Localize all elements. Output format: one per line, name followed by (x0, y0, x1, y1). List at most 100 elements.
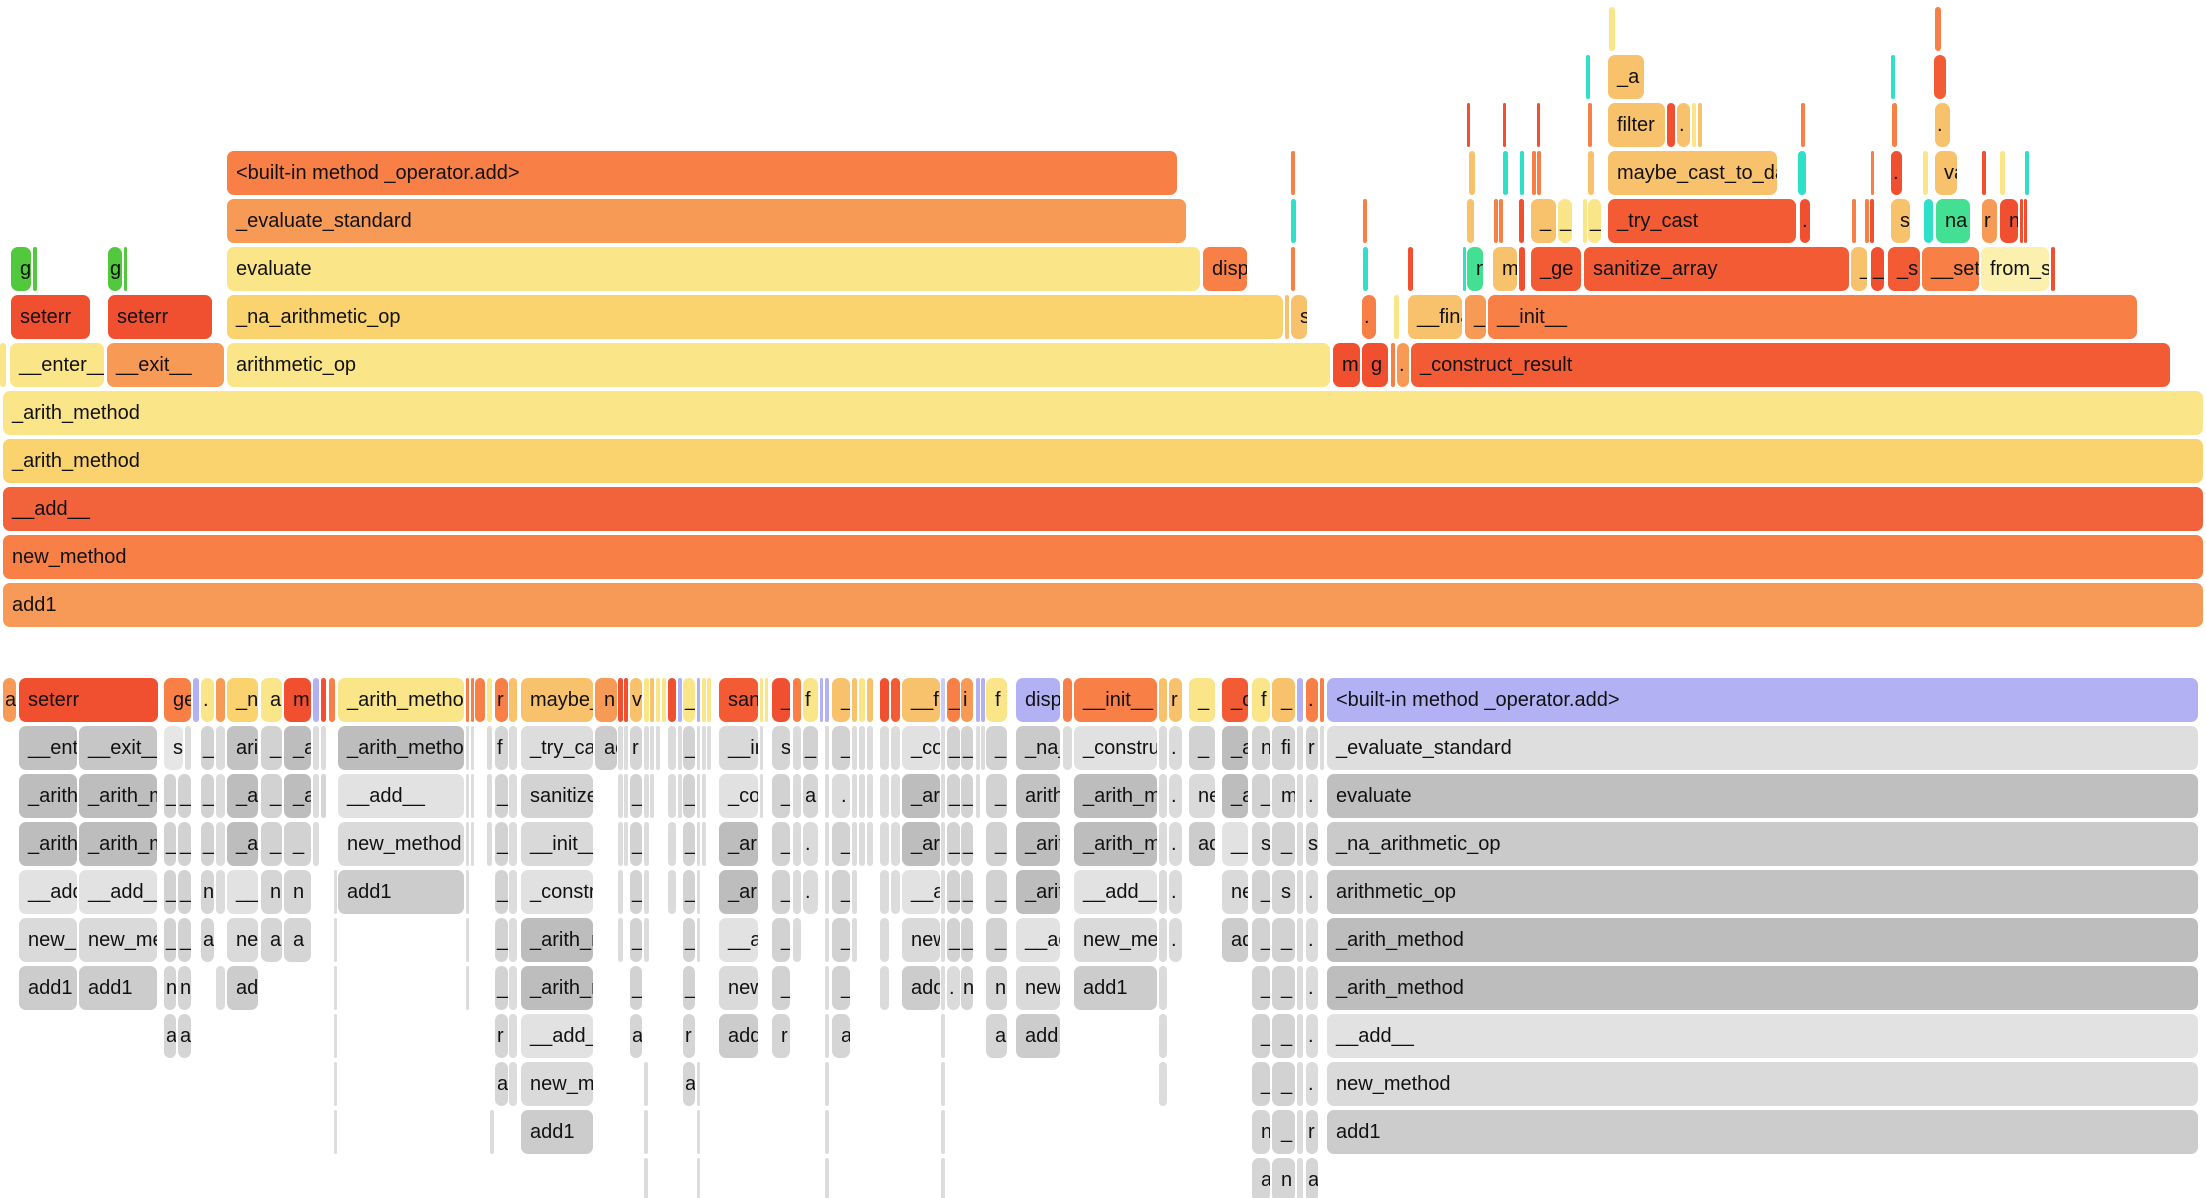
flame-node[interactable]: _arith_method (19, 774, 77, 818)
flame-node[interactable] (825, 870, 829, 914)
flame-node[interactable]: . (1397, 343, 1409, 387)
flame-node[interactable]: _ (1588, 199, 1601, 243)
flame-node[interactable]: s (1252, 822, 1270, 866)
flame-node[interactable] (880, 822, 889, 866)
flame-node[interactable]: _ (261, 774, 282, 818)
flame-node[interactable]: a (630, 1014, 642, 1058)
flame-node[interactable] (334, 1014, 337, 1058)
flame-node[interactable] (321, 678, 326, 722)
flame-node[interactable] (313, 678, 319, 722)
flame-node[interactable] (1935, 7, 1941, 51)
flame-node[interactable]: _na_arithmetic_op (1327, 822, 2198, 866)
flame-node[interactable] (644, 822, 649, 866)
flame-node[interactable] (1463, 247, 1466, 291)
flame-node[interactable] (1870, 199, 1874, 243)
flame-node[interactable]: n (1467, 247, 1483, 291)
flame-node[interactable]: _ (832, 966, 850, 1010)
flame-node[interactable] (697, 1158, 700, 1198)
flame-node[interactable]: sanitize_array (719, 678, 758, 722)
flame-node[interactable]: . (832, 774, 850, 818)
flame-node[interactable]: geterrobj (164, 678, 191, 722)
flame-node[interactable] (644, 870, 649, 914)
flame-node[interactable]: a (284, 918, 311, 962)
flame-node[interactable] (644, 918, 649, 962)
flame-node[interactable] (867, 822, 873, 866)
flame-node[interactable]: __add__ (3, 487, 2203, 531)
flame-node[interactable]: _ (201, 774, 214, 818)
flame-node[interactable] (466, 870, 469, 914)
flame-node[interactable] (1537, 103, 1540, 147)
flame-node[interactable]: r (495, 678, 508, 722)
flame-node[interactable]: _ (164, 774, 176, 818)
flame-node[interactable]: v (630, 678, 642, 722)
flame-node[interactable] (487, 726, 492, 770)
flame-node[interactable] (618, 774, 623, 818)
flame-node[interactable]: <built-in method _operator.add> (1327, 678, 2198, 722)
flame-node[interactable]: a (164, 1014, 176, 1058)
flame-node[interactable] (466, 918, 469, 962)
flame-node[interactable]: m (284, 678, 311, 722)
flame-node[interactable]: add1 (19, 966, 77, 1010)
flame-node[interactable]: __add__ (719, 918, 758, 962)
flame-node[interactable] (487, 822, 492, 866)
flame-node[interactable]: _ (630, 774, 642, 818)
flame-node[interactable] (825, 774, 829, 818)
flame-node[interactable]: _construct_result (521, 870, 593, 914)
flame-node[interactable] (1297, 1062, 1303, 1106)
flame-node[interactable] (793, 774, 801, 818)
flame-node[interactable]: _ (986, 822, 1007, 866)
flame-node[interactable] (981, 678, 985, 722)
flame-node[interactable] (185, 726, 191, 770)
flame-node[interactable] (1363, 247, 1368, 291)
flame-node[interactable]: dispatch (1016, 678, 1060, 722)
flame-node[interactable] (880, 918, 889, 962)
flame-node[interactable]: _arith_method (338, 726, 464, 770)
flame-node[interactable] (1391, 343, 1395, 387)
flame-node[interactable]: _ (1272, 1110, 1295, 1154)
flame-node[interactable] (509, 774, 517, 818)
flame-node[interactable]: _ (683, 774, 695, 818)
flame-node[interactable]: _evaluate_standard (227, 199, 1186, 243)
flame-node[interactable]: . (1306, 774, 1318, 818)
flame-node[interactable]: . (1935, 103, 1950, 147)
flame-node[interactable]: __add__ (1327, 1014, 2198, 1058)
flame-node[interactable] (880, 678, 889, 722)
flame-node[interactable]: g (1362, 343, 1388, 387)
flame-node[interactable]: _ (986, 870, 1007, 914)
flame-node[interactable]: _ (630, 966, 642, 1010)
flame-node[interactable]: sanitize_array (1584, 247, 1849, 291)
flame-node[interactable]: _ (832, 678, 850, 722)
flame-node[interactable]: add1 (719, 1014, 758, 1058)
flame-node[interactable]: new_method (1222, 870, 1248, 914)
flame-node[interactable]: _ (683, 678, 695, 722)
flame-node[interactable] (644, 1062, 648, 1106)
flame-node[interactable] (216, 822, 225, 866)
flame-node[interactable]: _ (201, 822, 214, 866)
flame-node[interactable]: n (201, 870, 214, 914)
flame-node[interactable]: s (1306, 822, 1318, 866)
flame-node[interactable] (941, 726, 945, 770)
flame-node[interactable]: _ (961, 774, 973, 818)
flame-node[interactable]: _na_arithmetic_op (1016, 726, 1060, 770)
flame-node[interactable]: dispatch (1203, 247, 1247, 291)
flame-node[interactable]: fi (1272, 726, 1295, 770)
flame-node[interactable]: a (832, 1014, 850, 1058)
flame-node[interactable]: add1 (3, 678, 16, 722)
flame-node[interactable]: _evaluate_standard (1327, 726, 2198, 770)
flame-node[interactable] (1520, 151, 1524, 195)
flame-node[interactable] (644, 678, 649, 722)
flame-node[interactable]: _arith_method (227, 822, 258, 866)
flame-node[interactable] (650, 678, 654, 722)
flame-node[interactable] (313, 726, 319, 770)
flame-node[interactable] (1923, 151, 1928, 195)
flame-node[interactable] (1503, 103, 1506, 147)
flame-node[interactable]: m (1333, 343, 1360, 387)
flame-node[interactable]: _arith_method (1327, 966, 2198, 1010)
flame-node[interactable]: _ (495, 774, 508, 818)
flame-node[interactable]: . (1306, 870, 1318, 914)
flame-node[interactable]: n (1272, 1158, 1295, 1198)
flame-node[interactable] (867, 678, 873, 722)
flame-node[interactable]: _ (986, 918, 1007, 962)
flame-node[interactable]: i (961, 678, 973, 722)
